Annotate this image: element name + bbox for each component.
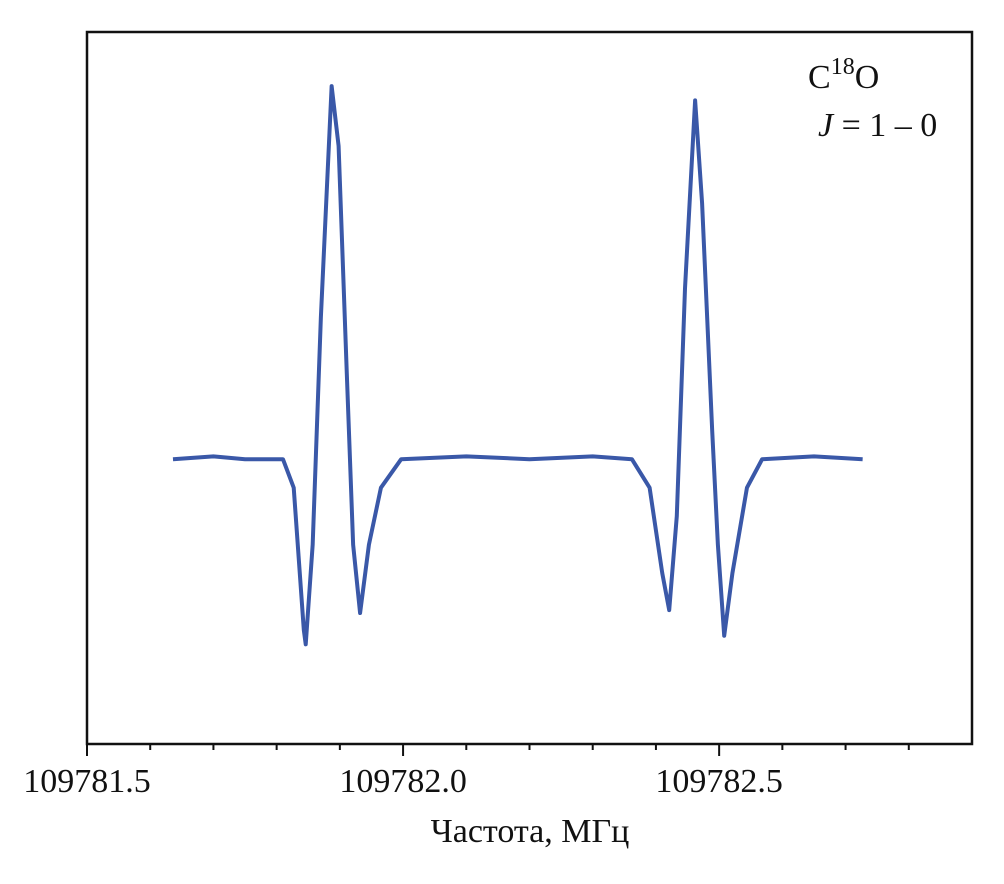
x-tick-label: 109782.5 [655,763,783,800]
annotation-text: O [855,59,880,96]
x-tick-label: 109782.0 [339,763,467,800]
annotation: J = 1 – 0 [818,107,937,144]
annotation-text: C [808,59,831,96]
annotation-text: = 1 – 0 [833,107,937,144]
x-tick-label: 109781.5 [23,763,151,800]
x-axis-label: Частота, МГц [431,813,630,850]
line-series [172,84,863,647]
annotation: C18O [808,54,879,96]
annotation-text: J [818,107,835,144]
annotation-superscript: 18 [831,54,855,80]
